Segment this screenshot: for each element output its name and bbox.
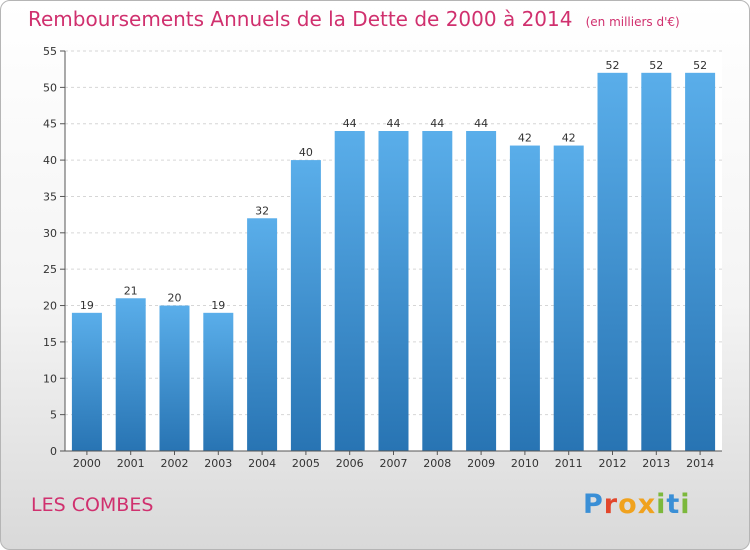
- logo-letter: x: [637, 489, 657, 520]
- y-tick-label: 40: [43, 154, 57, 167]
- data-label: 52: [649, 59, 663, 72]
- y-tick-label: 55: [43, 45, 57, 58]
- data-label: 42: [562, 132, 576, 145]
- bar: [203, 312, 234, 451]
- y-tick-label: 25: [43, 263, 57, 276]
- bar: [115, 298, 146, 451]
- data-label: 20: [168, 292, 182, 305]
- data-label: 19: [80, 299, 94, 312]
- data-label: 44: [387, 117, 401, 130]
- chart-title: Remboursements Annuels de la Dette de 20…: [28, 7, 573, 31]
- bar: [597, 72, 628, 452]
- y-tick-label: 50: [43, 81, 57, 94]
- logo-letter: o: [618, 489, 638, 520]
- y-tick-label: 35: [43, 190, 57, 203]
- logo-letter: P: [583, 489, 604, 520]
- y-tick-label: 5: [50, 409, 57, 422]
- bar: [509, 145, 540, 451]
- data-label: 52: [693, 59, 707, 72]
- bar: [247, 218, 278, 451]
- data-label: 40: [299, 146, 313, 159]
- bar: [159, 305, 190, 451]
- data-label: 44: [430, 117, 444, 130]
- x-tick-label: 2008: [423, 457, 451, 470]
- bar: [422, 131, 453, 451]
- logo-letter: i: [680, 489, 691, 520]
- x-tick-label: 2003: [204, 457, 232, 470]
- logo-letter: r: [603, 489, 619, 520]
- y-tick-label: 45: [43, 118, 57, 131]
- x-tick-label: 2006: [336, 457, 364, 470]
- x-tick-label: 2010: [511, 457, 539, 470]
- bar: [378, 131, 409, 451]
- x-tick-label: 2014: [686, 457, 714, 470]
- x-tick-label: 2000: [73, 457, 101, 470]
- data-label: 19: [211, 299, 225, 312]
- y-tick-label: 15: [43, 336, 57, 349]
- x-tick-label: 2009: [467, 457, 495, 470]
- chart-unit: (en milliers d'€): [585, 15, 680, 29]
- x-tick-label: 2005: [292, 457, 320, 470]
- chart-title-block: Remboursements Annuels de la Dette de 20…: [28, 7, 680, 31]
- data-label: 44: [343, 117, 357, 130]
- x-tick-label: 2012: [599, 457, 627, 470]
- x-tick-label: 2007: [380, 457, 408, 470]
- x-tick-label: 2013: [642, 457, 670, 470]
- bar: [641, 72, 672, 452]
- y-tick-label: 0: [50, 445, 57, 458]
- bar: [71, 312, 102, 451]
- y-tick-label: 30: [43, 227, 57, 240]
- x-tick-label: 2001: [117, 457, 145, 470]
- bar: [553, 145, 584, 451]
- bar: [290, 160, 321, 451]
- x-tick-label: 2011: [555, 457, 583, 470]
- y-tick-label: 20: [43, 300, 57, 313]
- data-label: 52: [606, 59, 620, 72]
- x-tick-label: 2002: [161, 457, 189, 470]
- data-label: 44: [474, 117, 488, 130]
- bar: [685, 72, 716, 452]
- y-tick-label: 10: [43, 372, 57, 385]
- data-label: 32: [255, 204, 269, 217]
- data-label: 42: [518, 132, 532, 145]
- proxiti-logo: Proxiti: [583, 489, 691, 520]
- logo-letter: t: [666, 489, 681, 520]
- data-label: 21: [124, 284, 138, 297]
- commune-name: LES COMBES: [31, 494, 154, 516]
- x-tick-label: 2004: [248, 457, 276, 470]
- logo-letter: i: [656, 489, 667, 520]
- bar: [334, 131, 365, 451]
- bar: [466, 131, 497, 451]
